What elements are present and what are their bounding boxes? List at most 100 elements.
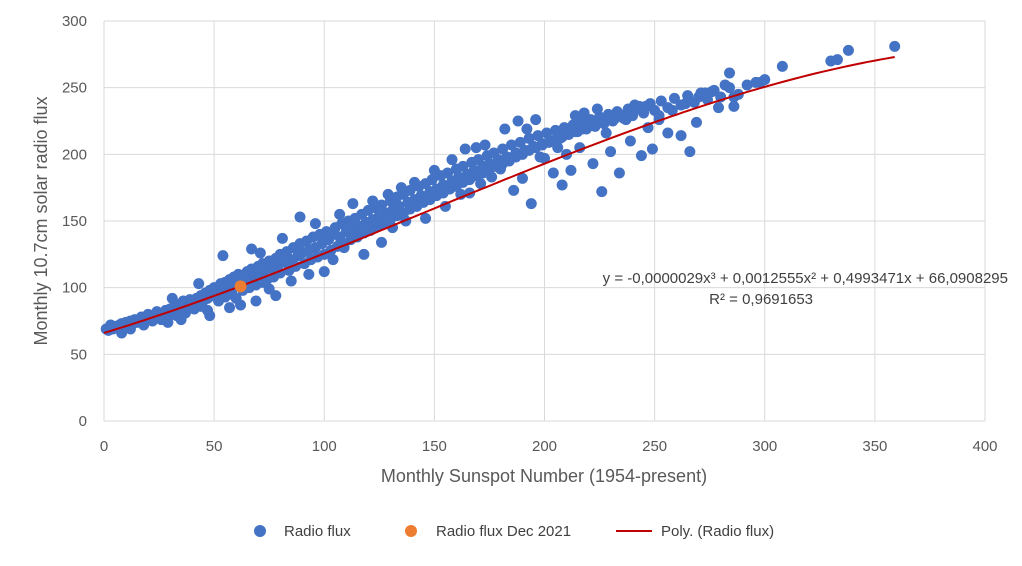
legend-marker-radio-flux-dec-2021	[405, 525, 417, 537]
radio-flux-point	[565, 164, 577, 176]
radio-flux-point	[646, 143, 658, 155]
x-tick-label: 400	[972, 438, 997, 455]
radio-flux-point	[525, 198, 537, 210]
radio-flux-point	[569, 110, 581, 122]
legend-label-trendline: Poly. (Radio flux)	[661, 523, 774, 540]
radio-flux-point	[613, 167, 625, 179]
radio-flux-point	[404, 184, 416, 196]
radio-flux-point	[446, 154, 458, 166]
x-tick-label: 50	[206, 438, 223, 455]
legend: Radio flux Radio flux Dec 2021 Poly. (Ra…	[254, 523, 774, 540]
radio-flux-point	[334, 208, 346, 220]
radio-flux-point	[270, 290, 282, 302]
radio-flux-point	[426, 174, 438, 186]
radio-flux-point	[162, 316, 174, 328]
radio-flux-point	[516, 172, 528, 184]
trendline-equation: y = -0,0000029x³ + 0,0012555x² + 0,49934…	[603, 270, 1008, 287]
y-tick-label: 0	[79, 413, 87, 430]
y-tick-label: 200	[62, 146, 87, 163]
radio-flux-point	[699, 87, 711, 99]
highlight-points	[234, 280, 247, 293]
radio-flux-point	[675, 130, 687, 142]
radio-flux-point	[640, 100, 652, 112]
radio-flux-point	[728, 100, 740, 112]
radio-flux-point	[505, 139, 517, 151]
x-tick-label: 0	[100, 438, 108, 455]
radio-flux-point	[494, 163, 506, 175]
radio-flux-point	[539, 152, 550, 164]
y-tick-label: 150	[62, 213, 87, 230]
y-tick-label: 50	[70, 346, 87, 363]
x-tick-label: 300	[752, 438, 777, 455]
radio-flux-point	[193, 278, 205, 290]
radio-flux-point	[347, 198, 359, 210]
y-axis-title: Monthly 10.7cm solar radio flux	[31, 96, 51, 345]
radio-flux-point	[486, 171, 498, 183]
radio-flux-point	[309, 218, 321, 230]
radio-flux-point	[318, 266, 330, 278]
x-tick-label: 150	[422, 438, 447, 455]
trendline-r-squared: R² = 0,9691653	[709, 291, 813, 308]
radio-flux-point	[684, 146, 696, 158]
radio-flux-point	[629, 99, 641, 111]
radio-flux-point	[514, 136, 526, 148]
x-tick-label: 200	[532, 438, 557, 455]
y-tick-label: 300	[62, 13, 87, 30]
radio-flux-point	[246, 243, 258, 255]
x-tick-label: 350	[862, 438, 887, 455]
radio-flux-point	[754, 76, 766, 88]
y-tick-label: 250	[62, 80, 87, 97]
radio-flux-point	[358, 248, 370, 260]
radio-flux-point	[442, 167, 454, 179]
radio-flux-point	[624, 135, 636, 147]
radio-flux-point	[596, 115, 608, 127]
radio-flux-point	[532, 130, 544, 142]
radio-flux-point	[530, 114, 542, 126]
radio-flux-point	[457, 160, 469, 172]
radio-flux-point	[470, 142, 482, 154]
radio-flux-point	[666, 104, 678, 116]
radio-flux-point	[620, 114, 632, 126]
radio-flux-point	[294, 211, 306, 223]
radio-flux-point	[303, 268, 315, 280]
radio-flux-point	[217, 250, 229, 262]
radio-flux-point	[420, 212, 432, 224]
radio-flux-point	[521, 123, 533, 135]
radio-flux-point	[508, 184, 520, 196]
radio-flux-point	[224, 302, 236, 314]
radio-flux-point	[499, 123, 511, 135]
radio-flux-point	[600, 127, 612, 139]
x-tick-label: 250	[642, 438, 667, 455]
radio-flux-point	[204, 310, 216, 322]
radio-flux-point	[479, 139, 491, 151]
radio-flux-point	[235, 299, 247, 311]
legend-label-radio-flux-dec-2021: Radio flux Dec 2021	[436, 523, 571, 540]
radio-flux-point	[428, 164, 440, 176]
radio-flux-point	[578, 107, 590, 119]
radio-flux-point	[327, 254, 339, 266]
radio-flux-point	[587, 158, 599, 170]
radio-flux-point	[609, 112, 621, 124]
axes: 0 50 100 150 200 250 300 350 400 0 50 100 150 200 250 3…	[62, 13, 998, 455]
radio-flux-dec-2021-point	[234, 280, 247, 293]
radio-flux-point	[512, 115, 524, 127]
radio-flux-point	[591, 103, 603, 115]
radio-flux-point	[842, 44, 854, 56]
radio-flux-point	[889, 40, 901, 52]
radio-flux-point	[523, 132, 535, 144]
radio-flux-point	[376, 199, 388, 211]
trendline-annotation: y = -0,0000029x³ + 0,0012555x² + 0,49934…	[603, 270, 1008, 308]
radio-flux-point	[552, 142, 564, 154]
radio-flux-point	[635, 150, 647, 162]
radio-flux-point	[116, 327, 128, 339]
radio-flux-point	[679, 98, 691, 110]
radio-flux-point	[831, 54, 843, 66]
radio-flux-point	[250, 295, 262, 307]
radio-flux-point	[367, 195, 379, 207]
radio-flux-point	[541, 127, 553, 139]
legend-marker-radio-flux	[254, 525, 266, 537]
radio-flux-point	[719, 79, 731, 91]
radio-flux-point	[497, 143, 509, 155]
